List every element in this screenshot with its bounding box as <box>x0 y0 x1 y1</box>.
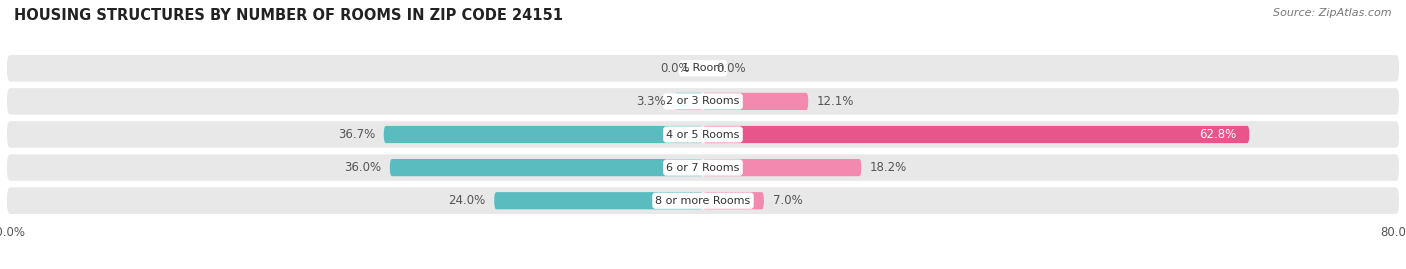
FancyBboxPatch shape <box>703 93 808 110</box>
FancyBboxPatch shape <box>495 192 703 209</box>
Text: 36.0%: 36.0% <box>344 161 381 174</box>
FancyBboxPatch shape <box>389 159 703 176</box>
FancyBboxPatch shape <box>703 126 1250 143</box>
Text: 12.1%: 12.1% <box>817 95 855 108</box>
Text: 62.8%: 62.8% <box>1199 128 1236 141</box>
Text: 3.3%: 3.3% <box>636 95 665 108</box>
Text: 36.7%: 36.7% <box>337 128 375 141</box>
Text: 1 Room: 1 Room <box>682 63 724 73</box>
FancyBboxPatch shape <box>384 126 703 143</box>
FancyBboxPatch shape <box>703 159 862 176</box>
Text: HOUSING STRUCTURES BY NUMBER OF ROOMS IN ZIP CODE 24151: HOUSING STRUCTURES BY NUMBER OF ROOMS IN… <box>14 8 562 23</box>
FancyBboxPatch shape <box>7 88 1399 115</box>
FancyBboxPatch shape <box>7 55 1399 82</box>
FancyBboxPatch shape <box>7 187 1399 214</box>
FancyBboxPatch shape <box>7 121 1399 148</box>
Text: Source: ZipAtlas.com: Source: ZipAtlas.com <box>1274 8 1392 18</box>
Text: 4 or 5 Rooms: 4 or 5 Rooms <box>666 129 740 140</box>
Text: 7.0%: 7.0% <box>773 194 803 207</box>
FancyBboxPatch shape <box>7 154 1399 181</box>
Text: 8 or more Rooms: 8 or more Rooms <box>655 196 751 206</box>
Text: 24.0%: 24.0% <box>449 194 485 207</box>
Text: 0.0%: 0.0% <box>661 62 690 75</box>
Text: 0.0%: 0.0% <box>716 62 745 75</box>
Text: 6 or 7 Rooms: 6 or 7 Rooms <box>666 162 740 173</box>
Text: 2 or 3 Rooms: 2 or 3 Rooms <box>666 96 740 107</box>
FancyBboxPatch shape <box>703 192 763 209</box>
FancyBboxPatch shape <box>675 93 703 110</box>
Text: 18.2%: 18.2% <box>870 161 907 174</box>
